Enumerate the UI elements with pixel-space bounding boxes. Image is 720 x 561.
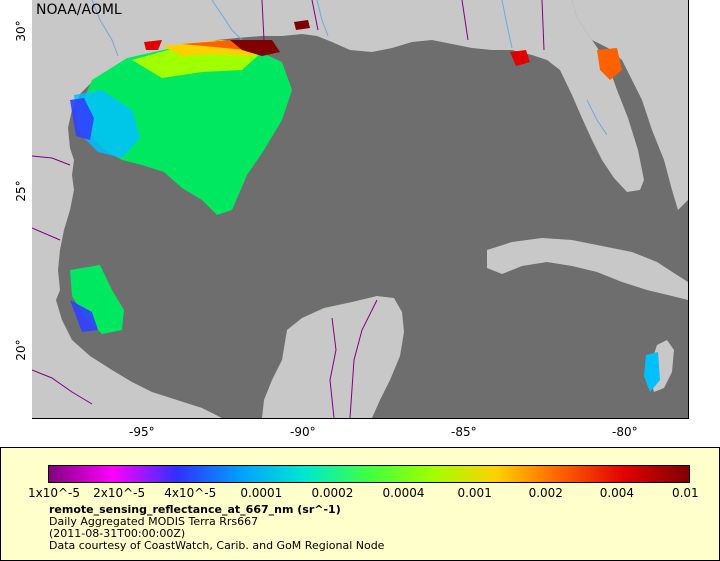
yucatan-land <box>262 296 404 418</box>
lon-tick-label: -80° <box>612 425 638 439</box>
lat-tick-label: 25° <box>14 180 28 202</box>
color-scale-label: 4x10^-5 <box>164 486 217 500</box>
reflectance-data <box>70 20 660 392</box>
lat-tick-label: 30° <box>14 20 28 42</box>
variable-name: remote_sensing_reflectance_at_667_nm (sr… <box>49 503 341 516</box>
color-scale-label: 0.0001 <box>240 486 283 500</box>
color-scale-label: 1x10^-5 <box>28 486 81 500</box>
map-area[interactable]: NOAA/AOML <box>32 0 689 419</box>
map-credit: NOAA/AOML <box>36 2 122 18</box>
us-land <box>32 0 644 300</box>
rivers <box>91 0 608 136</box>
borders <box>32 0 545 418</box>
lat-tick-label: 20° <box>14 339 28 361</box>
color-scale-label: 2x10^-5 <box>93 486 146 500</box>
color-scale-label: 0.004 <box>599 486 635 500</box>
color-scale-label: 0.001 <box>457 486 492 500</box>
product-date: (2011-08-31T00:00:00Z) <box>49 527 186 540</box>
color-scale-label: 0.002 <box>528 486 563 500</box>
data-source: Data courtesy of CoastWatch, Carib. and … <box>49 539 385 552</box>
color-scale-bar <box>48 465 690 483</box>
color-scale-label: 0.0004 <box>382 486 425 500</box>
color-scale-label: 0.0002 <box>311 486 354 500</box>
product-name: Daily Aggregated MODIS Terra Rrs667 <box>49 515 259 528</box>
legend-panel: 1x10^-5 2x10^-5 4x10^-5 0.0001 0.0002 0.0004 0… <box>0 447 720 561</box>
lon-tick-label: -85° <box>451 425 477 439</box>
florida-land <box>572 0 688 210</box>
gulf-of-mexico-map <box>32 0 688 418</box>
cuba-land <box>487 238 688 300</box>
dataset-info: remote_sensing_reflectance_at_667_nm (sr… <box>49 504 384 552</box>
lon-tick-label: -90° <box>290 425 316 439</box>
lon-tick-label: -95° <box>129 425 155 439</box>
color-scale-label: 0.01 <box>671 486 699 500</box>
mexico-land <box>32 300 222 418</box>
